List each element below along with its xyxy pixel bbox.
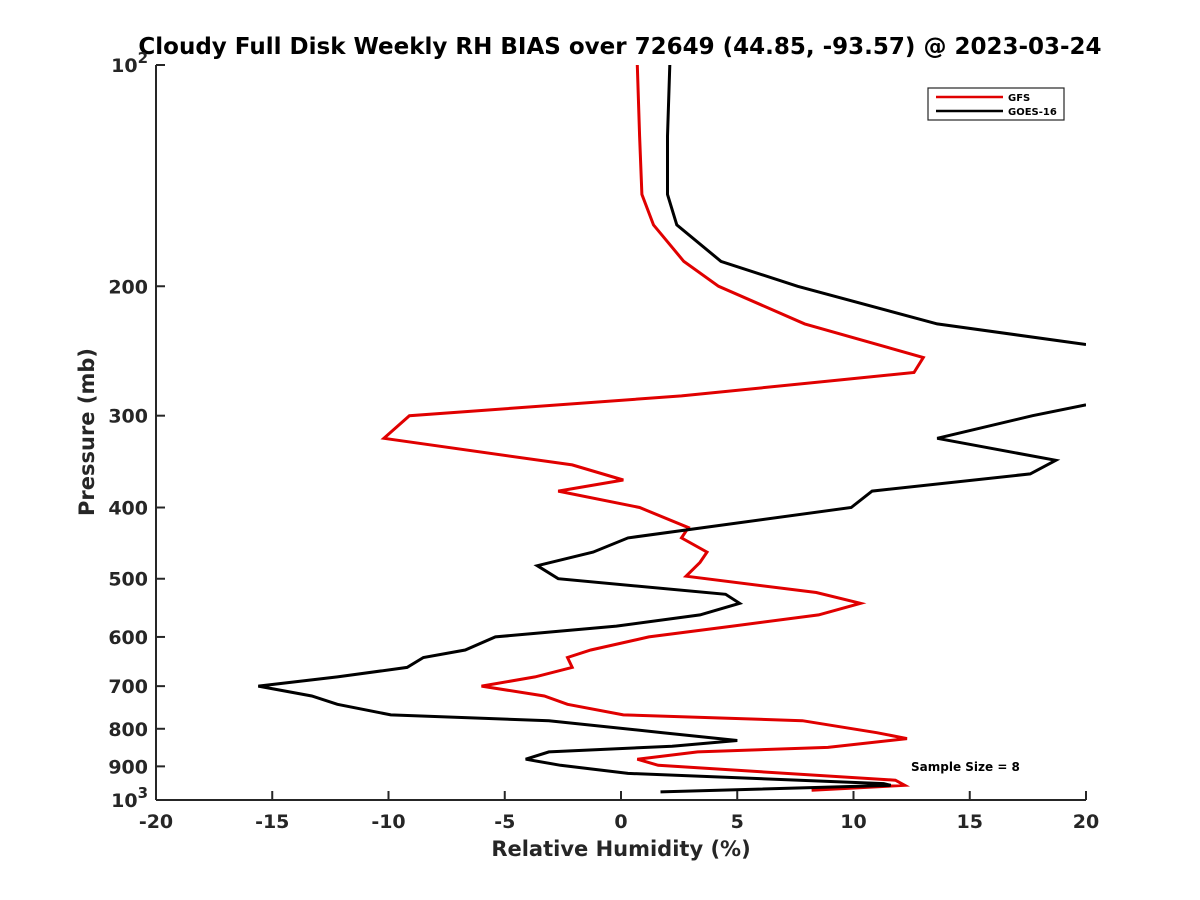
y-tick-label: 102: [111, 49, 148, 77]
y-tick-label: 700: [108, 676, 148, 698]
y-tick-label: 900: [108, 756, 148, 778]
y-tick-label: 600: [108, 627, 148, 649]
x-tick-label: -15: [255, 811, 289, 833]
series-line-goes16: [258, 65, 1086, 794]
y-tick-label: 800: [108, 719, 148, 741]
legend: GFS GOES-16: [927, 87, 1065, 121]
legend-label-gfs: GFS: [1008, 93, 1030, 104]
y-axis-label: Pressure (mb): [75, 348, 99, 516]
y-tick-label: 200: [108, 276, 148, 298]
x-tick-label: 0: [614, 811, 627, 833]
x-tick-label: 5: [731, 811, 744, 833]
x-tick-label: -10: [371, 811, 405, 833]
sample-size-annotation: Sample Size = 8: [911, 760, 1020, 774]
x-tick-label: -5: [494, 811, 515, 833]
y-ticks: 102 200 300 400 500 600 700 800 900 103: [108, 49, 165, 812]
x-tick-label: 20: [1073, 811, 1099, 833]
legend-label-goes16: GOES-16: [1008, 107, 1057, 118]
x-tick-label: 15: [957, 811, 983, 833]
series-line-gfs: [380, 65, 926, 792]
x-axis-label: Relative Humidity (%): [491, 837, 750, 861]
x-ticks: -20 -15 -10 -5 0 5 10 15 20: [139, 791, 1099, 833]
x-tick-label: -20: [139, 811, 173, 833]
chart-title: Cloudy Full Disk Weekly RH BIAS over 726…: [138, 34, 1101, 60]
y-tick-label: 103: [111, 784, 148, 812]
legend-box: [927, 87, 1065, 121]
series-layer: [258, 65, 1086, 794]
x-tick-label: 10: [840, 811, 866, 833]
y-tick-label: 400: [108, 498, 148, 520]
y-tick-label: 500: [108, 569, 148, 591]
y-tick-label: 300: [108, 406, 148, 428]
